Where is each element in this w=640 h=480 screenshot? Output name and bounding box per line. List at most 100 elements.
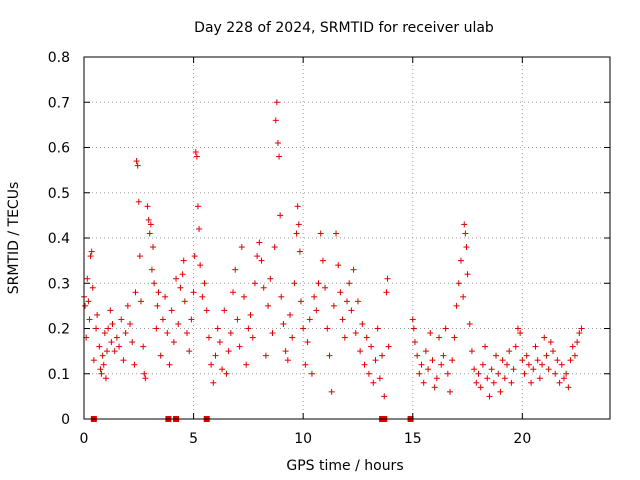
data-point <box>144 203 151 210</box>
data-point <box>335 262 342 269</box>
data-point <box>90 357 97 364</box>
data-point <box>142 375 149 382</box>
data-point <box>525 361 532 368</box>
y-tick-label: 0.7 <box>48 95 70 111</box>
data-point <box>179 271 186 278</box>
data-point <box>227 330 234 337</box>
y-tick-label: 0 <box>61 412 70 428</box>
data-point <box>440 352 447 359</box>
data-point <box>563 370 570 377</box>
data-point <box>240 293 247 300</box>
data-point <box>359 320 366 327</box>
data-point <box>192 149 199 156</box>
data-point <box>319 257 326 264</box>
data-point <box>578 325 585 332</box>
data-point <box>122 330 129 337</box>
data-point <box>499 357 506 364</box>
data-point <box>565 384 572 391</box>
data-point <box>552 370 559 377</box>
data-point <box>315 280 322 287</box>
data-point <box>438 361 445 368</box>
data-point <box>506 348 513 355</box>
data-point <box>203 307 210 314</box>
data-point <box>508 379 515 386</box>
data-point <box>304 339 311 346</box>
data-point <box>381 393 388 400</box>
data-point <box>141 370 148 377</box>
data-point <box>256 239 263 246</box>
data-point <box>118 316 125 323</box>
data-point <box>88 248 95 255</box>
data-point <box>322 284 329 291</box>
data-point <box>383 289 390 296</box>
data-point <box>571 352 578 359</box>
data-point <box>99 352 106 359</box>
data-point <box>302 361 309 368</box>
data-point <box>348 307 355 314</box>
data-point <box>272 117 279 124</box>
data-point <box>539 361 546 368</box>
data-point <box>385 343 392 350</box>
data-point <box>436 334 443 341</box>
data-point <box>354 298 361 305</box>
data-point <box>532 343 539 350</box>
data-point <box>89 284 96 291</box>
data-point <box>376 375 383 382</box>
data-point <box>271 244 278 251</box>
data-point <box>173 275 180 282</box>
data-point <box>328 388 335 395</box>
data-point <box>449 357 456 364</box>
data-point <box>308 370 315 377</box>
data-point <box>219 366 226 373</box>
data-point <box>124 302 131 309</box>
data-point <box>306 316 313 323</box>
data-point <box>384 275 391 282</box>
data-point <box>265 302 272 309</box>
data-point <box>168 307 175 314</box>
data-point <box>473 379 480 386</box>
data-point <box>245 325 252 332</box>
data-point <box>341 334 348 341</box>
data-point <box>164 330 171 337</box>
data-point <box>475 370 482 377</box>
data-point <box>374 325 381 332</box>
data-point <box>344 298 350 305</box>
data-point <box>151 280 158 287</box>
points-layer <box>81 99 585 400</box>
data-point <box>132 289 139 296</box>
y-tick-label: 0.8 <box>48 50 70 66</box>
data-point <box>357 348 364 355</box>
data-point <box>97 366 104 373</box>
data-point <box>150 244 157 251</box>
data-point <box>186 348 193 355</box>
data-point <box>284 357 291 364</box>
data-point <box>234 316 241 323</box>
data-point <box>170 339 177 346</box>
data-point <box>289 334 296 341</box>
data-point <box>190 289 197 296</box>
data-point <box>276 153 283 160</box>
data-point <box>243 361 250 368</box>
data-point <box>339 316 346 323</box>
data-point <box>162 293 169 300</box>
data-point <box>521 370 528 377</box>
data-point <box>569 343 576 350</box>
data-point <box>208 361 215 368</box>
data-point <box>486 393 493 400</box>
data-point <box>109 320 116 327</box>
data-point <box>129 339 136 346</box>
y-tick-labels: 0 0.1 0.2 0.3 0.4 0.5 0.6 0.7 0.8 <box>48 50 70 428</box>
data-point <box>193 153 200 160</box>
data-point <box>313 307 320 314</box>
data-point <box>497 388 504 395</box>
data-point <box>102 375 109 382</box>
data-point <box>238 244 245 251</box>
data-point <box>422 348 429 355</box>
data-point <box>425 366 432 373</box>
data-point <box>116 343 123 350</box>
data-point <box>113 334 120 341</box>
data-point <box>482 343 489 350</box>
x-tick-label: 15 <box>404 431 422 447</box>
data-point <box>191 253 198 260</box>
data-point <box>462 230 469 237</box>
